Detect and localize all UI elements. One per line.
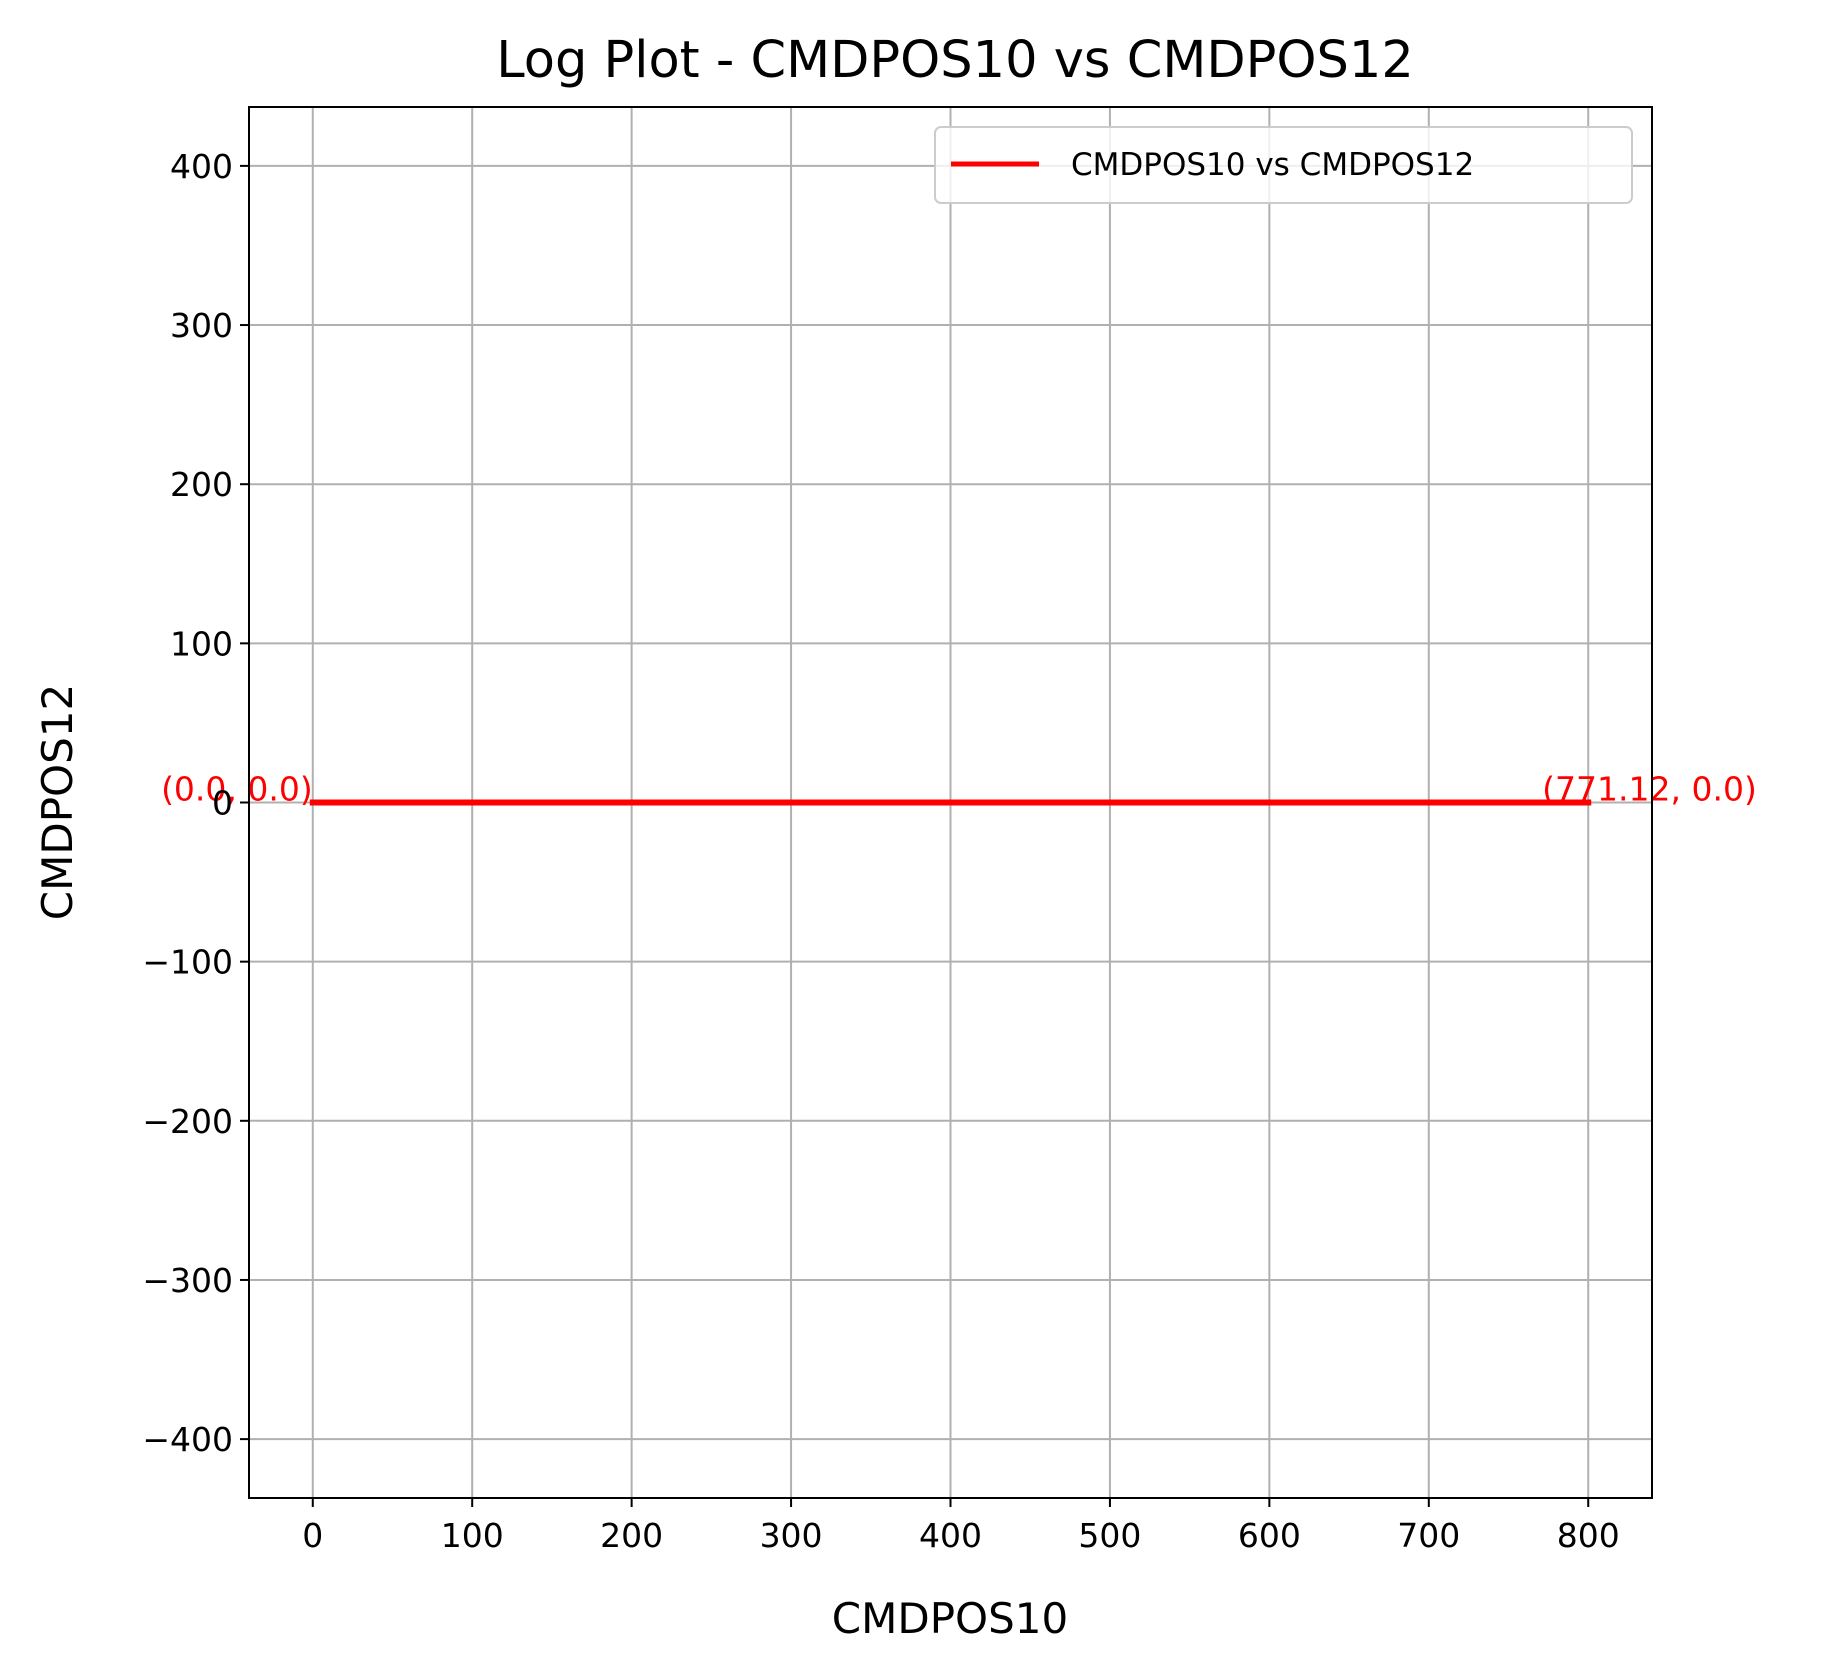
y-tick-label: −400 [142,1420,233,1459]
y-axis-title: CMDPOS12 [33,684,82,920]
annotation-layer: (0.0, 0.0) (771.12, 0.0) [161,770,1757,809]
y-tick-label: −100 [142,943,233,982]
ticks: 0 100 200 300 400 500 600 700 800 −400 −300 −200 −10… [142,147,1619,1555]
legend-box [934,126,1633,204]
point-annotation: (771.12, 0.0) [1542,770,1757,809]
y-tick-label: −300 [142,1261,233,1300]
y-tick-label: 300 [170,306,233,345]
y-tick-label: 100 [170,624,233,663]
y-tick-label: 0 [212,784,233,823]
chart-title: Log Plot - CMDPOS10 vs CMDPOS12 [496,31,1414,90]
x-tick-label: 0 [302,1516,323,1555]
y-tick-label: −200 [142,1102,233,1141]
y-tick-label: 200 [170,465,233,504]
x-tick-label: 400 [919,1516,982,1555]
y-tick-label: 400 [170,147,233,186]
x-tick-label: 200 [600,1516,663,1555]
legend: CMDPOS10 vs CMDPOS12 [934,126,1633,204]
x-tick-label: 100 [441,1516,504,1555]
x-tick-label: 800 [1557,1516,1620,1555]
point-annotation: (0.0, 0.0) [161,770,313,809]
x-axis-title: CMDPOS10 [832,1594,1068,1643]
legend-label: CMDPOS10 vs CMDPOS12 [1071,147,1474,183]
x-tick-label: 300 [760,1516,823,1555]
x-tick-label: 700 [1397,1516,1460,1555]
x-tick-label: 500 [1078,1516,1141,1555]
x-tick-label: 600 [1238,1516,1301,1555]
